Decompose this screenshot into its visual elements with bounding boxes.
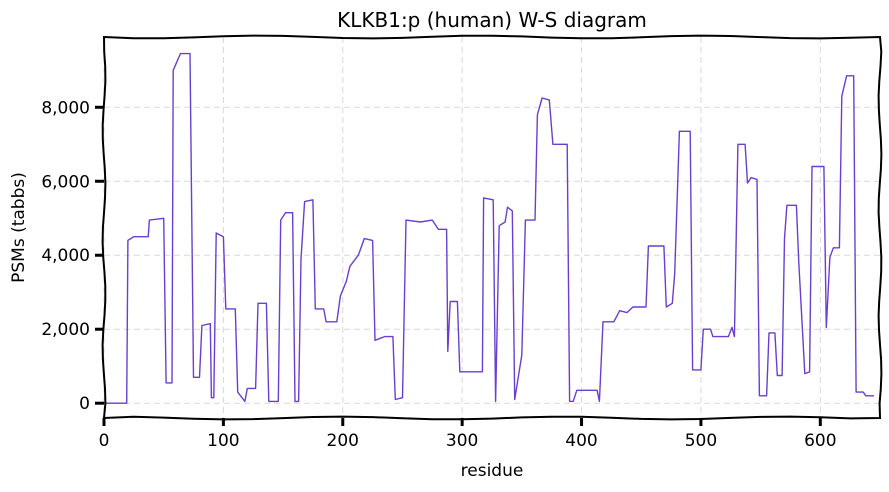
x-tick-label-0: 0: [99, 431, 110, 451]
y-tick-label-4: 8,000: [41, 98, 90, 118]
y-tick-label-2: 4,000: [41, 246, 90, 266]
grid: [103, 37, 880, 418]
y-tick-label-0: 0: [79, 394, 90, 414]
y-axis-label: PSMs (tabbs): [9, 172, 29, 283]
x-axis-label: residue: [461, 461, 524, 481]
x-tick-label-4: 400: [565, 431, 597, 451]
x-tick-label-6: 600: [804, 431, 836, 451]
y-tick-label-3: 6,000: [41, 172, 90, 192]
plot-frame: [101, 34, 883, 421]
x-tick-label-2: 200: [327, 431, 359, 451]
x-tick-label-1: 100: [207, 431, 239, 451]
x-tick-label-3: 300: [446, 431, 478, 451]
x-tick-label-5: 500: [685, 431, 717, 451]
y-tick-label-1: 2,000: [41, 320, 90, 340]
x-axis: 0 100 200 300 400 500 600: [99, 418, 837, 451]
series-line-0: [104, 52, 874, 404]
chart-title: KLKB1:p (human) W-S diagram: [337, 8, 647, 32]
series-layer: [104, 52, 874, 404]
y-axis: 0 2,000 4,000 6,000 8,000: [41, 98, 104, 414]
